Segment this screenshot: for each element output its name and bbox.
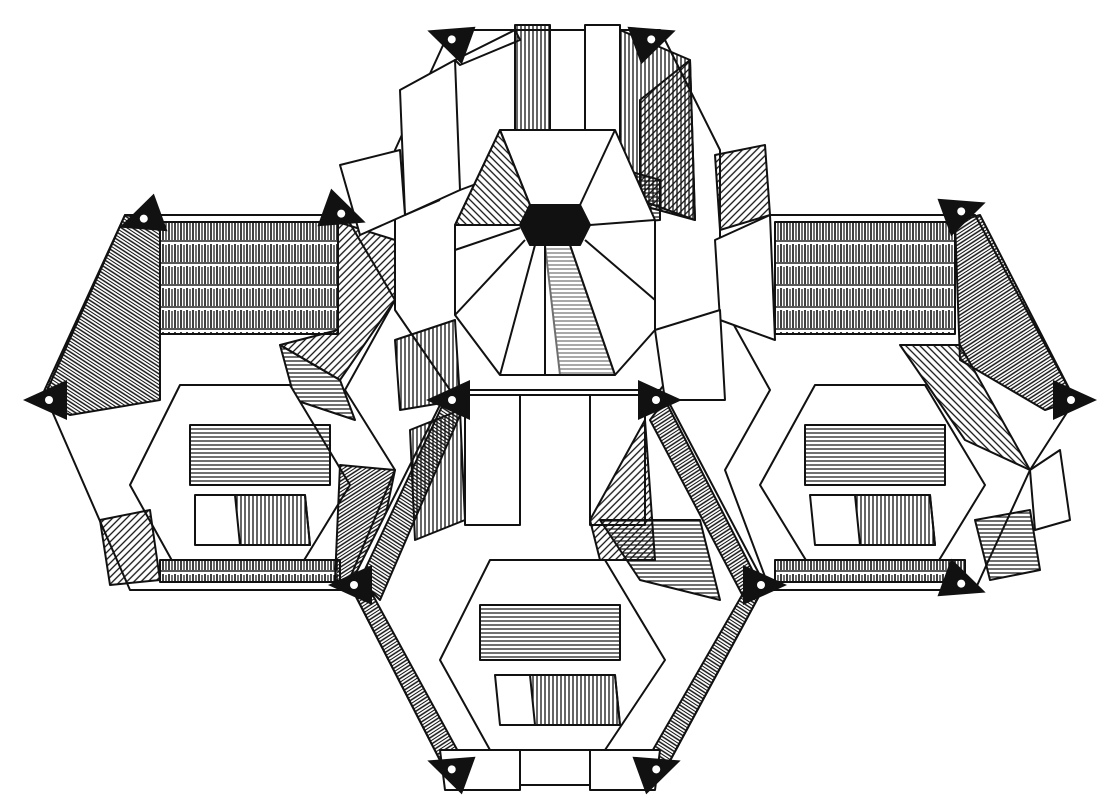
east-hexagon xyxy=(714,214,1076,591)
triangle-dot-marker-icon xyxy=(627,26,676,65)
triangle-dot-marker-icon xyxy=(427,26,476,65)
triangle-markers xyxy=(23,26,1097,795)
triangle-dot-marker-icon xyxy=(328,565,372,605)
west-hexagon xyxy=(39,214,396,591)
triangle-dot-marker-icon xyxy=(632,756,681,795)
triangle-dot-marker-icon xyxy=(23,380,67,420)
triangle-dot-marker-icon xyxy=(119,193,168,232)
south-hexagon xyxy=(349,394,766,791)
triangle-dot-marker-icon xyxy=(638,380,682,420)
triangle-dot-marker-icon xyxy=(937,558,986,597)
triangle-dot-marker-icon xyxy=(937,198,986,237)
spiral-staircase xyxy=(454,129,656,376)
triangle-dot-marker-icon xyxy=(427,756,476,795)
triangle-dot-marker-icon xyxy=(1053,380,1097,420)
triangle-dot-marker-icon xyxy=(426,380,470,420)
triangle-dot-marker-icon xyxy=(317,188,366,227)
triangle-dot-marker-icon xyxy=(743,565,787,605)
